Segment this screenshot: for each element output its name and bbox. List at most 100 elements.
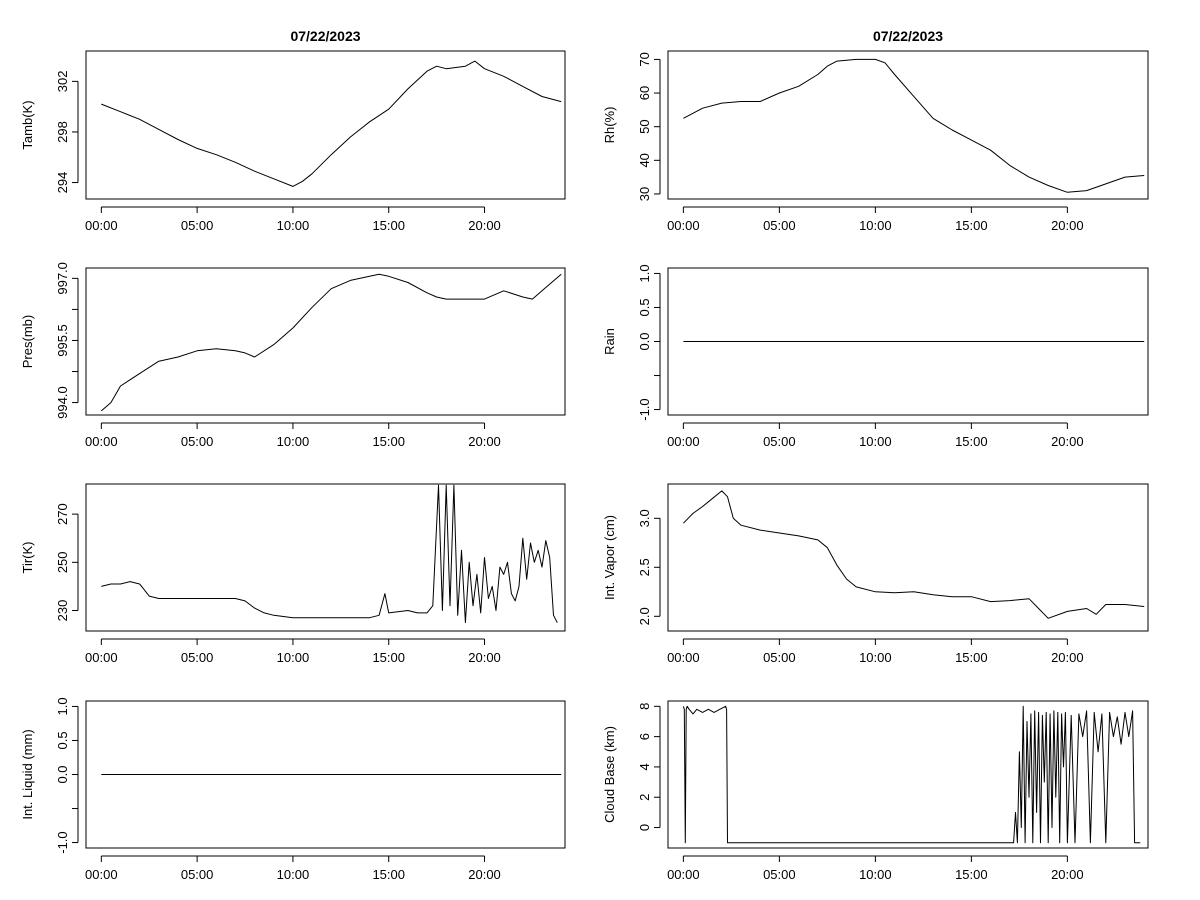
x-tick-label: 15:00 bbox=[955, 218, 988, 233]
chart-panel-7: 00:00 05:00 10:00 15:00 20:00 -1.0 0.0 0.5 1.0 In… bbox=[20, 697, 566, 882]
chart-title: 07/22/2023 bbox=[290, 28, 360, 44]
x-tick-label: 20:00 bbox=[468, 434, 501, 449]
y-tick-label: 6 bbox=[637, 733, 652, 740]
x-tick-label: 10:00 bbox=[859, 218, 892, 233]
x-tick-label: 15:00 bbox=[955, 867, 988, 882]
x-tick-label: 05:00 bbox=[763, 434, 796, 449]
series-line bbox=[683, 58, 1145, 193]
y-tick-label: 60 bbox=[637, 86, 652, 100]
y-axis-title: Tir(K) bbox=[20, 541, 35, 573]
y-tick-label: 40 bbox=[637, 153, 652, 167]
plot-frame bbox=[667, 700, 1149, 849]
x-tick-label: 05:00 bbox=[181, 218, 214, 233]
y-axis-title: Int. Liquid (mm) bbox=[20, 729, 35, 819]
x-tick-label: 10:00 bbox=[859, 434, 892, 449]
x-tick-label: 00:00 bbox=[667, 218, 700, 233]
y-tick-label: 3.0 bbox=[637, 509, 652, 527]
series-line bbox=[682, 705, 1141, 844]
y-tick-label: 294 bbox=[55, 172, 70, 194]
x-tick-label: 10:00 bbox=[859, 867, 892, 882]
x-tick-label: 15:00 bbox=[955, 434, 988, 449]
x-tick-label: 05:00 bbox=[763, 867, 796, 882]
x-tick-label: 00:00 bbox=[85, 434, 118, 449]
y-tick-label: 0.0 bbox=[637, 332, 652, 350]
plot-frame bbox=[85, 483, 566, 632]
plot-frame bbox=[667, 267, 1149, 416]
x-tick-label: 20:00 bbox=[468, 867, 501, 882]
y-axis-title: Rain bbox=[602, 328, 617, 355]
x-tick-label: 15:00 bbox=[372, 218, 405, 233]
x-tick-label: 20:00 bbox=[1051, 650, 1084, 665]
y-tick-label: -1.0 bbox=[55, 831, 70, 853]
x-tick-label: 05:00 bbox=[181, 650, 214, 665]
y-tick-label: 1.0 bbox=[55, 697, 70, 715]
y-tick-label: 2.5 bbox=[637, 558, 652, 576]
x-tick-label: 05:00 bbox=[763, 650, 796, 665]
y-tick-label: 50 bbox=[637, 119, 652, 133]
x-tick-label: 05:00 bbox=[181, 434, 214, 449]
x-tick-label: 00:00 bbox=[667, 867, 700, 882]
x-tick-label: 00:00 bbox=[85, 218, 118, 233]
x-tick-label: 15:00 bbox=[372, 867, 405, 882]
x-tick-label: 20:00 bbox=[1051, 218, 1084, 233]
y-tick-label: 994.0 bbox=[55, 386, 70, 419]
y-tick-label: 298 bbox=[55, 121, 70, 143]
x-tick-label: 10:00 bbox=[277, 650, 310, 665]
y-axis-title: Tamb(K) bbox=[20, 100, 35, 149]
y-tick-label: 230 bbox=[55, 600, 70, 622]
x-tick-label: 00:00 bbox=[667, 650, 700, 665]
y-tick-label: 995.5 bbox=[55, 324, 70, 357]
chart-panel-6: 00:00 05:00 10:00 15:00 20:00 2.0 2.5 3.0 Int. V… bbox=[602, 483, 1149, 665]
y-tick-label: 2 bbox=[637, 794, 652, 801]
series-line bbox=[101, 484, 558, 624]
y-tick-label: 270 bbox=[55, 503, 70, 525]
x-tick-label: 00:00 bbox=[667, 434, 700, 449]
x-tick-label: 15:00 bbox=[955, 650, 988, 665]
series-line bbox=[101, 60, 562, 187]
plot-frame bbox=[85, 700, 566, 849]
x-tick-label: 00:00 bbox=[85, 867, 118, 882]
y-axis-title: Rh(%) bbox=[602, 107, 617, 144]
chart-panel-8: 00:00 05:00 10:00 15:00 20:00 0 2 4 6 8 Cloud Base… bbox=[602, 700, 1149, 882]
y-tick-label: 30 bbox=[637, 187, 652, 201]
plot-frame bbox=[85, 267, 566, 416]
y-tick-label: 70 bbox=[637, 52, 652, 66]
x-tick-label: 15:00 bbox=[372, 434, 405, 449]
y-tick-label: 8 bbox=[637, 703, 652, 710]
y-axis-title: Cloud Base (km) bbox=[602, 726, 617, 823]
x-tick-label: 20:00 bbox=[468, 218, 501, 233]
x-tick-label: 00:00 bbox=[85, 650, 118, 665]
series-line bbox=[683, 490, 1145, 619]
plot-frame bbox=[667, 50, 1149, 200]
x-tick-label: 20:00 bbox=[468, 650, 501, 665]
y-tick-label: 0.0 bbox=[55, 765, 70, 783]
x-tick-label: 10:00 bbox=[277, 867, 310, 882]
chart-panel-2: 07/22/2023 00:00 05:00 10:00 15:00 20:00 30 40 5… bbox=[602, 28, 1149, 233]
chart-panel-5: 00:00 05:00 10:00 15:00 20:00 230 250 270 Tir(K) bbox=[20, 483, 566, 665]
y-tick-label: 1.0 bbox=[637, 264, 652, 282]
x-tick-label: 10:00 bbox=[859, 650, 892, 665]
y-tick-label: 0.5 bbox=[55, 731, 70, 749]
chart-panel-1: 07/22/2023 00:00 05:00 10:00 15:00 20:00 294 29… bbox=[20, 28, 566, 233]
x-tick-label: 20:00 bbox=[1051, 434, 1084, 449]
plot-frame bbox=[667, 483, 1149, 632]
y-axis-title: Pres(mb) bbox=[20, 315, 35, 368]
y-tick-label: 997.0 bbox=[55, 262, 70, 295]
chart-panel-4: 00:00 05:00 10:00 15:00 20:00 -1.0 0.0 0.5 1.0 Ra… bbox=[602, 264, 1149, 449]
x-tick-label: 05:00 bbox=[763, 218, 796, 233]
x-tick-label: 20:00 bbox=[1051, 867, 1084, 882]
y-axis-title: Int. Vapor (cm) bbox=[602, 515, 617, 600]
chart-title: 07/22/2023 bbox=[873, 28, 943, 44]
plot-frame bbox=[85, 50, 566, 200]
y-tick-label: 4 bbox=[637, 763, 652, 770]
y-tick-label: 0.5 bbox=[637, 298, 652, 316]
series-line bbox=[100, 273, 562, 412]
y-tick-label: 0 bbox=[637, 824, 652, 831]
chart-panel-3: 00:00 05:00 10:00 15:00 20:00 994.0 995.5 997.0… bbox=[20, 262, 566, 449]
x-tick-label: 15:00 bbox=[372, 650, 405, 665]
y-tick-label: 2.0 bbox=[637, 607, 652, 625]
y-tick-label: -1.0 bbox=[637, 398, 652, 420]
y-tick-label: 250 bbox=[55, 551, 70, 573]
x-tick-label: 05:00 bbox=[181, 867, 214, 882]
